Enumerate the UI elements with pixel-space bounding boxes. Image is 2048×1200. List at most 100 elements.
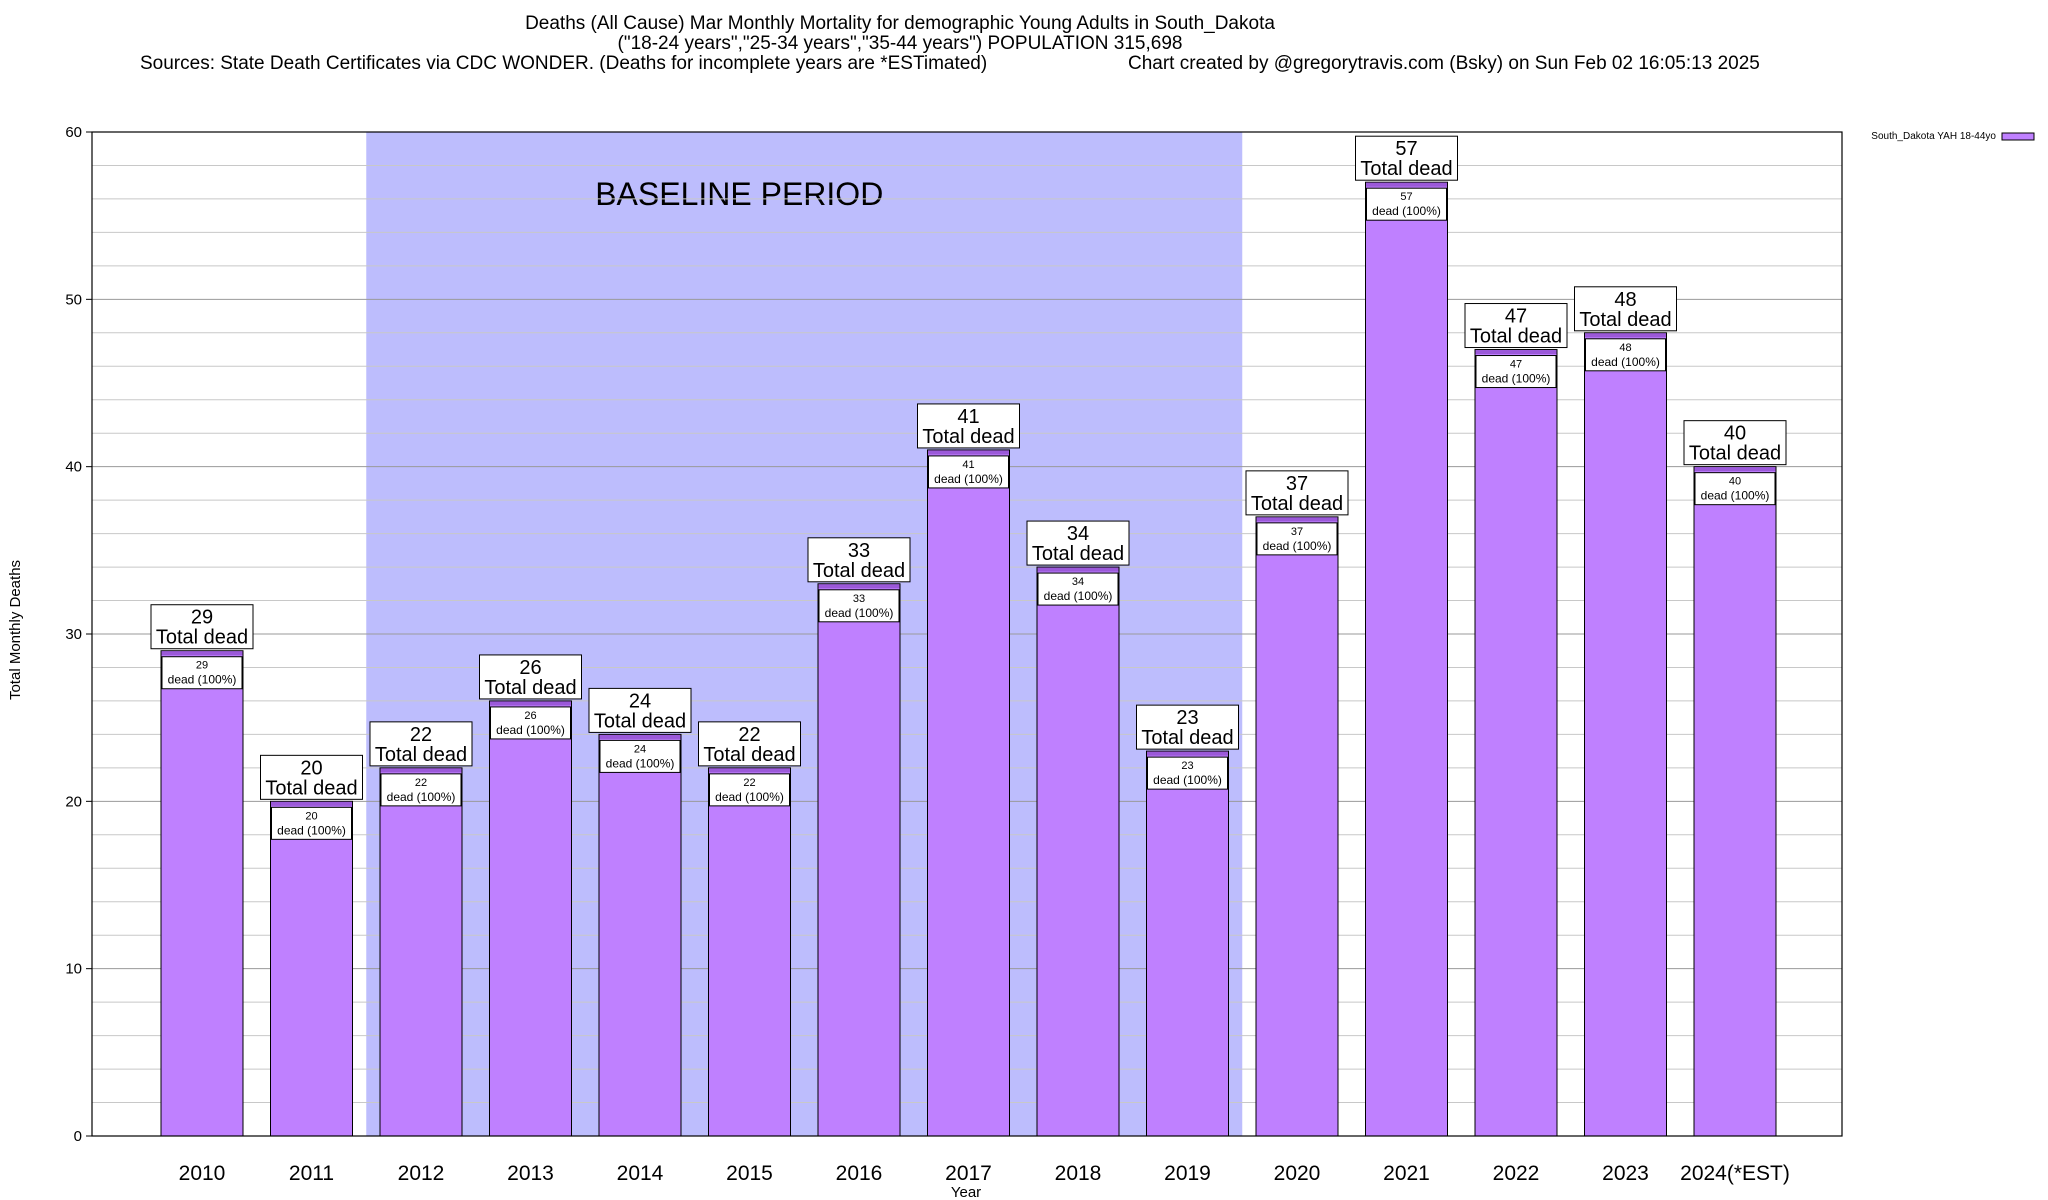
y-tick-label: 30: [65, 626, 82, 643]
x-axis-label: Year: [951, 1184, 981, 1200]
bar: [1365, 181, 1448, 1137]
total-text-label: Total dead: [813, 560, 905, 582]
inner-value-label: 47: [1510, 359, 1522, 371]
inner-label-box: [271, 806, 352, 840]
legend: South_Dakota YAH 18-44yo: [1871, 131, 2035, 142]
x-tick-label: 2019: [1164, 1162, 1211, 1185]
total-label-box: [1026, 520, 1130, 566]
x-tick-label: 2014: [617, 1162, 664, 1185]
baseline-label: BASELINE PERIOD: [595, 176, 883, 212]
bar-top-stripe: [1147, 751, 1228, 756]
inner-label-box: [161, 656, 243, 690]
bar-top-stripe: [161, 651, 243, 656]
bar-top-stripe: [928, 450, 1009, 455]
inner-value-label: 57: [1400, 191, 1412, 203]
inner-label-box: [928, 455, 1009, 489]
chart-title: Deaths (All Cause) Mar Monthly Mortality…: [525, 13, 1275, 34]
bar: [1474, 349, 1558, 1137]
inner-pct-label: dead (100%): [825, 606, 894, 620]
x-tick-label: 2017: [945, 1162, 992, 1185]
bar-top-stripe: [1694, 467, 1776, 472]
bar: [927, 449, 1010, 1137]
bar: [1693, 466, 1777, 1137]
total-label-box: [588, 687, 692, 733]
bar: [1584, 332, 1667, 1137]
inner-value-label: 20: [305, 810, 317, 822]
inner-value-label: 37: [1291, 526, 1303, 538]
bars: [160, 181, 1777, 1137]
total-value-label: 24: [629, 690, 651, 712]
inner-pct-label: dead (100%): [1591, 355, 1660, 369]
inner-value-label: 41: [962, 459, 974, 471]
inner-label-box: [380, 773, 462, 807]
x-tick-label: 2023: [1602, 1162, 1649, 1185]
chart-source-note: Sources: State Death Certificates via CD…: [140, 53, 988, 74]
x-tick-label: 2015: [726, 1162, 773, 1185]
total-text-label: Total dead: [922, 426, 1014, 448]
bar: [1255, 516, 1339, 1137]
inner-label-box: [1694, 472, 1776, 506]
total-value-label: 33: [848, 540, 870, 562]
total-value-label: 34: [1067, 523, 1089, 545]
bar: [379, 767, 463, 1137]
inner-value-label: 23: [1181, 760, 1193, 772]
bar-top-stripe: [1037, 567, 1119, 572]
total-label-box: [917, 403, 1020, 449]
total-label-box: [150, 604, 254, 650]
y-tick-label: 60: [65, 124, 82, 141]
inner-pct-label: dead (100%): [1044, 589, 1113, 603]
total-value-label: 20: [300, 757, 322, 779]
axes: 0 10 20 30 40 50 60 2010 2011 2012 2013 2014 2015 201…: [65, 124, 1843, 1185]
inner-value-label: 22: [743, 777, 755, 789]
x-tick-label: 2022: [1493, 1162, 1540, 1185]
inner-pct-label: dead (100%): [496, 723, 565, 737]
total-text-label: Total dead: [1360, 158, 1452, 180]
total-text-label: Total dead: [1032, 543, 1124, 565]
bar-top-stripe: [1256, 517, 1338, 522]
total-text-label: Total dead: [1141, 727, 1233, 749]
total-value-label: 23: [1176, 707, 1198, 729]
inner-value-label: 22: [415, 777, 427, 789]
bar: [270, 800, 353, 1137]
total-text-label: Total dead: [1689, 443, 1781, 465]
total-text-label: Total dead: [1251, 493, 1343, 515]
bar-top-stripe: [1366, 182, 1447, 187]
total-label-box: [479, 654, 582, 700]
inner-pct-label: dead (100%): [606, 756, 675, 770]
total-label-box: [698, 721, 801, 767]
total-label-box: [369, 721, 473, 767]
bar: [489, 700, 572, 1137]
bar-top-stripe: [818, 584, 900, 589]
bar: [1146, 750, 1229, 1137]
total-label-box: [807, 537, 911, 583]
total-label-box: [1355, 135, 1458, 181]
chart-credit-note: Chart created by @gregorytravis.com (Bsk…: [1128, 53, 1760, 74]
inner-label-box: [1037, 572, 1119, 606]
legend-series-label: South_Dakota YAH 18-44yo: [1871, 131, 1996, 142]
total-value-label: 22: [738, 724, 760, 746]
x-tick-label: 2013: [507, 1162, 554, 1185]
x-tick-label: 2018: [1055, 1162, 1102, 1185]
inner-value-label: 40: [1729, 476, 1741, 488]
inner-label-box: [818, 589, 900, 623]
chart-subtitle: ("18-24 years","25-34 years","35-44 year…: [617, 33, 1183, 54]
inner-pct-label: dead (100%): [1372, 204, 1441, 218]
inner-pct-label: dead (100%): [715, 790, 784, 804]
inner-pct-label: dead (100%): [1263, 539, 1332, 553]
x-tick-label: 2024(*EST): [1680, 1162, 1790, 1185]
total-text-label: Total dead: [1579, 309, 1671, 331]
x-tick-label: 2011: [289, 1162, 334, 1185]
inner-label-box: [599, 739, 681, 773]
bar: [708, 767, 791, 1137]
x-tick-label: 2021: [1383, 1162, 1430, 1185]
bar-top-stripe: [1585, 333, 1666, 338]
total-text-label: Total dead: [594, 710, 686, 732]
inner-label-box: [490, 706, 571, 740]
x-tick-label: 2020: [1274, 1162, 1321, 1185]
inner-label-box: [1475, 355, 1557, 389]
total-text-label: Total dead: [1470, 326, 1562, 348]
y-tick-label: 10: [65, 961, 82, 978]
inner-pct-label: dead (100%): [1153, 773, 1222, 787]
y-tick-label: 0: [74, 1128, 82, 1145]
